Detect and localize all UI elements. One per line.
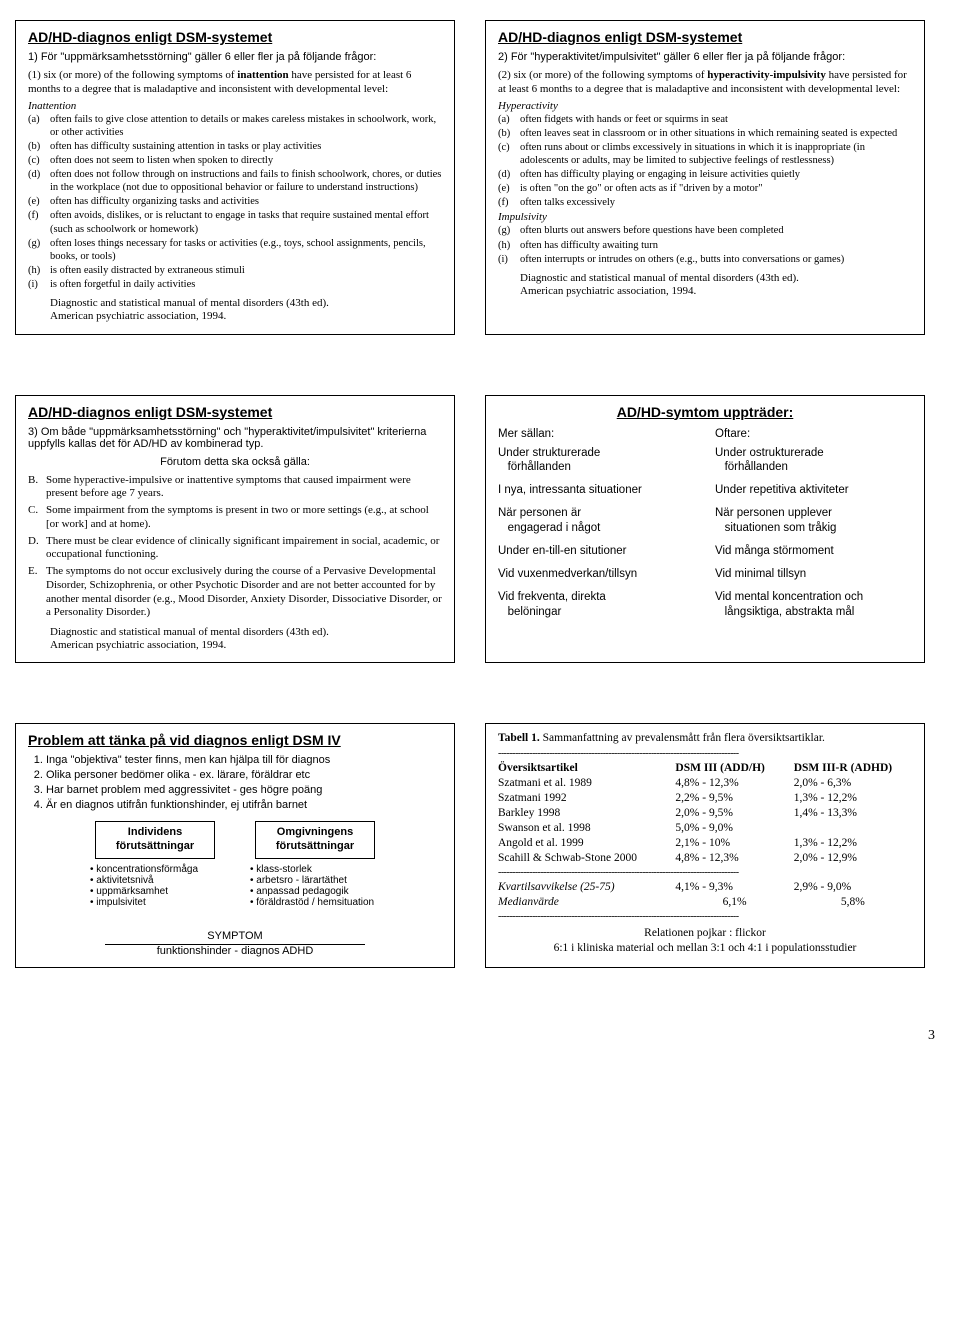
diagram: Individensförutsättningar Omgivningensfö… — [28, 821, 442, 957]
panel1-subhead: 1) För "uppmärksamhetsstörning" gäller 6… — [28, 51, 442, 63]
panel2-hyper-label: Hyperactivity — [498, 100, 912, 112]
panel2-imp-label: Impulsivity — [498, 211, 912, 223]
panel4-left-head: Mer sällan: — [498, 428, 695, 440]
additional-criteria-list: B.Some hyperactive-impulsive or inattent… — [28, 474, 442, 621]
panel-dsm-hyperactivity: AD/HD-diagnos enligt DSM-systemet 2) För… — [485, 20, 925, 335]
table-body: Szatmani et al. 19894,8% - 12,3%2,0% - 6… — [498, 777, 912, 864]
panel2-cite: Diagnostic and statistical manual of men… — [520, 272, 912, 298]
panel1-section: Inattention — [28, 100, 442, 112]
panel4-title: AD/HD-symtom uppträder: — [498, 404, 912, 420]
panel-dsm-combined: AD/HD-diagnos enligt DSM-systemet 3) Om … — [15, 395, 455, 664]
criteria-list-inattention: (a)often fails to give close attention t… — [28, 113, 442, 292]
diagram-box-left: Individensförutsättningar — [95, 821, 215, 859]
diagram-symptom-sub: funktionshinder - diagnos ADHD — [28, 945, 442, 957]
th-dsm3r: DSM III-R (ADHD) — [794, 762, 912, 774]
panel3-cite: Diagnostic and statistical manual of men… — [50, 626, 442, 652]
diagram-symptom-label: SYMPTOM — [28, 930, 442, 942]
symptom-left-col: Under strukturerade förhållandenI nya, i… — [498, 446, 695, 620]
diagram-bullets-right: klass-storlekarbetsro - lärartäthetanpas… — [250, 864, 380, 908]
diagram-bullets-left: koncentrationsförmågaaktivitetsnivåuppmä… — [90, 864, 220, 908]
panel4-right-head: Oftare: — [715, 428, 912, 440]
panel3-subhead: 3) Om både "uppmärksamhetsstörning" och … — [28, 426, 442, 450]
th-dsm3: DSM III (ADD/H) — [675, 762, 793, 774]
diagram-box-right: Omgivningensförutsättningar — [255, 821, 375, 859]
panel-prevalence-table: Tabell 1. Sammanfattning av prevalensmåt… — [485, 723, 925, 968]
panel-problems: Problem att tänka på vid diagnos enligt … — [15, 723, 455, 968]
criteria-list-impulsivity: (g)often blurts out answers before quest… — [498, 224, 912, 265]
panel2-subhead: 2) För "hyperaktivitet/impulsivitet" gäl… — [498, 51, 912, 63]
panel5-title: Problem att tänka på vid diagnos enligt … — [28, 732, 442, 748]
panel3-title: AD/HD-diagnos enligt DSM-systemet — [28, 404, 442, 420]
table-caption: Tabell 1. Sammanfattning av prevalensmåt… — [498, 732, 912, 744]
table-dashline: ----------------------------------------… — [498, 748, 912, 759]
page-number: 3 — [15, 1028, 945, 1044]
kvartil-label: Kvartilsavvikelse (25-75) — [498, 881, 675, 893]
table-footer2: 6:1 i kliniska material och mellan 3:1 o… — [498, 941, 912, 956]
panel1-intro: (1) six (or more) of the following sympt… — [28, 69, 442, 97]
symptom-right-col: Under ostrukturerade förhållandenUnder r… — [715, 446, 912, 620]
panel2-title: AD/HD-diagnos enligt DSM-systemet — [498, 29, 912, 45]
panel-dsm-inattention: AD/HD-diagnos enligt DSM-systemet 1) För… — [15, 20, 455, 335]
panel1-title: AD/HD-diagnos enligt DSM-systemet — [28, 29, 442, 45]
table-footer1: Relationen pojkar : flickor — [498, 926, 912, 941]
median-label: Medianvärde — [498, 896, 675, 908]
problems-list: Inga "objektiva" tester finns, men kan h… — [46, 754, 442, 811]
panel1-cite: Diagnostic and statistical manual of men… — [50, 297, 442, 323]
panel3-also: Förutom detta ska också gälla: — [28, 456, 442, 468]
panel-symptoms-appear: AD/HD-symtom uppträder: Mer sällan: Unde… — [485, 395, 925, 664]
panel2-intro: (2) six (or more) of the following sympt… — [498, 69, 912, 97]
criteria-list-hyper: (a)often fidgets with hands or feet or s… — [498, 113, 912, 210]
th-study: Översiktsartikel — [498, 762, 675, 774]
